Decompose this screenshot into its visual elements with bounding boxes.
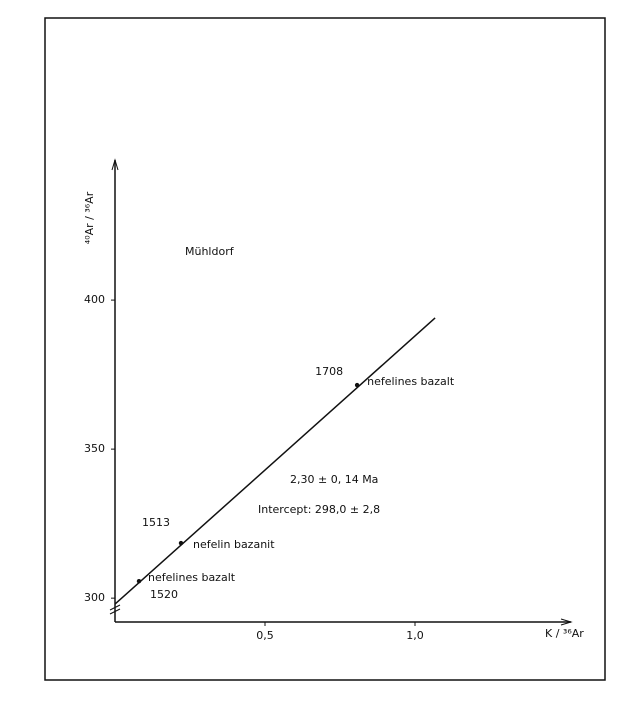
rock-label: nefelines bazalt bbox=[367, 375, 455, 388]
y-tick-label: 400 bbox=[84, 293, 105, 306]
sample-label: 1513 bbox=[142, 516, 170, 529]
site-label: Mühldorf bbox=[185, 245, 235, 258]
x-axis-arrow bbox=[560, 618, 573, 626]
y-axis-label: ⁴⁰Ar / ³⁶Ar bbox=[83, 191, 96, 244]
sample-label: 1520 bbox=[150, 588, 178, 601]
y-tick-label: 300 bbox=[84, 591, 105, 604]
rock-label: nefelines bazalt bbox=[148, 571, 236, 584]
intercept-annotation: Intercept: 298,0 ± 2,8 bbox=[258, 503, 380, 516]
rock-label: nefelin bazanit bbox=[193, 538, 275, 551]
y-axis-arrow bbox=[111, 158, 119, 171]
frame bbox=[44, 17, 606, 681]
x-axis-label: K / ³⁶Ar bbox=[545, 627, 584, 640]
data-point bbox=[136, 578, 142, 584]
axis-break bbox=[109, 604, 121, 615]
data-point bbox=[178, 540, 184, 546]
y-tick-label: 350 bbox=[84, 442, 105, 455]
age-annotation: 2,30 ± 0, 14 Ma bbox=[290, 473, 378, 486]
x-tick-label: 0,5 bbox=[256, 629, 274, 642]
sample-label: 1708 bbox=[315, 365, 343, 378]
fit-line bbox=[114, 317, 436, 605]
x-tick-label: 1,0 bbox=[406, 629, 424, 642]
data-point bbox=[354, 382, 360, 388]
